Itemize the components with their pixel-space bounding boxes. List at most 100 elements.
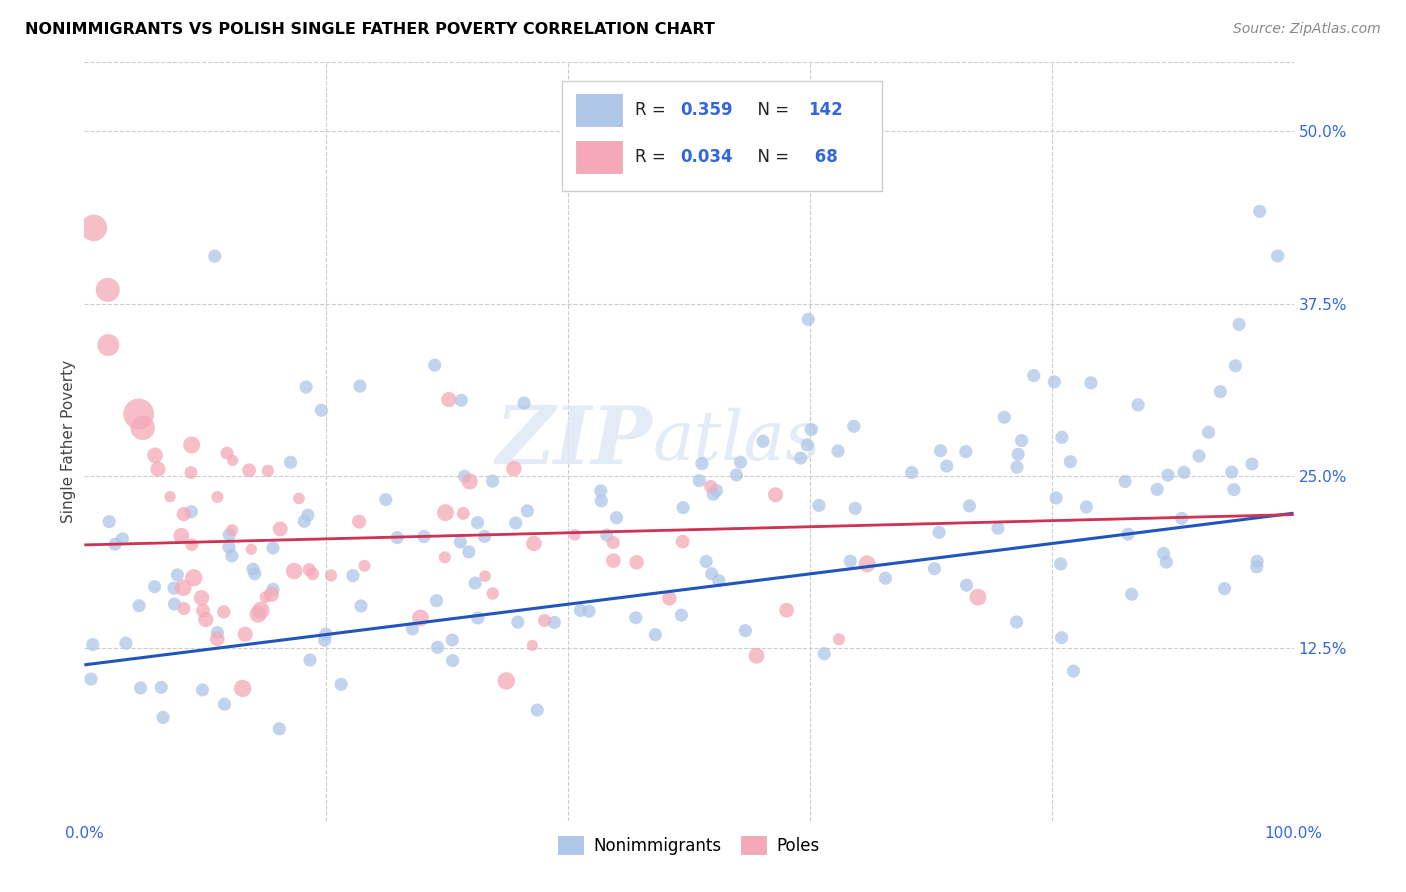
Point — [97, 283, 120, 297]
Point — [269, 722, 291, 736]
Point — [254, 590, 277, 604]
Point — [1114, 475, 1136, 489]
Point — [844, 501, 866, 516]
Point — [163, 597, 186, 611]
Point — [765, 488, 787, 502]
Point — [115, 636, 138, 650]
Point — [128, 407, 150, 421]
Point — [789, 450, 811, 465]
Point — [457, 545, 479, 559]
Point — [1198, 425, 1220, 440]
Point — [449, 535, 471, 549]
Point — [349, 379, 371, 393]
Point — [671, 608, 693, 623]
Point — [298, 563, 321, 577]
Text: ZIP: ZIP — [496, 403, 652, 480]
Point — [578, 604, 600, 618]
Point — [602, 535, 624, 549]
Point — [204, 249, 226, 263]
Point — [1050, 631, 1073, 645]
Point — [426, 640, 449, 655]
Point — [433, 550, 456, 565]
FancyBboxPatch shape — [576, 141, 623, 173]
Point — [474, 569, 496, 583]
Point — [97, 338, 120, 352]
Point — [1005, 460, 1028, 475]
Point — [1022, 368, 1045, 383]
Point — [159, 490, 181, 504]
Text: 0.359: 0.359 — [681, 101, 733, 120]
Point — [314, 633, 336, 648]
Y-axis label: Single Father Poverty: Single Father Poverty — [60, 360, 76, 523]
Point — [842, 419, 865, 434]
Point — [797, 312, 820, 326]
Point — [269, 522, 291, 536]
Point — [839, 554, 862, 568]
Text: Source: ZipAtlas.com: Source: ZipAtlas.com — [1233, 22, 1381, 37]
Point — [624, 610, 647, 624]
Point — [98, 515, 121, 529]
Point — [129, 681, 152, 695]
Point — [602, 553, 624, 567]
Point — [959, 499, 981, 513]
Point — [875, 571, 897, 585]
Point — [924, 562, 946, 576]
Point — [350, 599, 373, 613]
Point — [935, 459, 957, 474]
Point — [807, 499, 830, 513]
Point — [1080, 376, 1102, 390]
Point — [481, 586, 503, 600]
Point — [298, 653, 321, 667]
Point — [242, 562, 264, 576]
Point — [505, 516, 527, 530]
Point — [190, 591, 212, 605]
Point — [441, 633, 464, 648]
Point — [283, 564, 305, 578]
Point — [262, 582, 284, 597]
Point — [301, 566, 323, 581]
Point — [644, 627, 666, 641]
Point — [1246, 559, 1268, 574]
Point — [250, 603, 273, 617]
Point — [1049, 557, 1071, 571]
Point — [295, 380, 318, 394]
Point — [481, 474, 503, 488]
Point — [1240, 457, 1263, 471]
Point — [569, 603, 592, 617]
FancyBboxPatch shape — [562, 81, 883, 191]
Point — [730, 455, 752, 469]
Point — [458, 475, 481, 489]
Point — [207, 625, 229, 640]
Point — [1153, 546, 1175, 560]
Point — [775, 603, 797, 617]
Point — [104, 537, 127, 551]
Point — [1076, 500, 1098, 514]
Point — [1223, 483, 1246, 497]
Point — [218, 540, 240, 554]
Point — [80, 672, 103, 686]
Point — [243, 566, 266, 581]
Point — [955, 578, 977, 592]
Text: atlas: atlas — [652, 409, 821, 475]
Point — [725, 467, 748, 482]
Point — [207, 490, 229, 504]
Point — [1045, 491, 1067, 505]
Point — [1209, 384, 1232, 399]
Point — [207, 632, 229, 646]
Point — [128, 599, 150, 613]
Point — [83, 220, 105, 235]
Point — [752, 434, 775, 449]
Point — [813, 647, 835, 661]
Point — [702, 487, 724, 501]
Point — [401, 622, 423, 636]
Point — [967, 590, 990, 604]
Point — [441, 654, 464, 668]
Point — [180, 466, 202, 480]
Point — [503, 461, 526, 475]
Point — [311, 403, 333, 417]
Point — [221, 549, 243, 563]
Point — [796, 438, 818, 452]
Point — [173, 601, 195, 615]
Point — [1249, 204, 1271, 219]
Text: N =: N = — [747, 101, 794, 120]
